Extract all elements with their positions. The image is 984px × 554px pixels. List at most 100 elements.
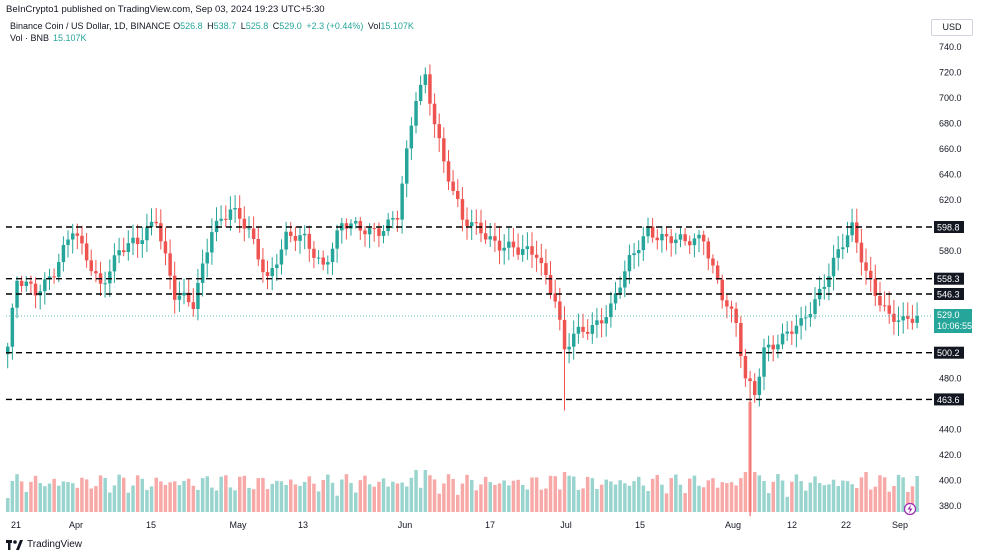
candle-body bbox=[47, 276, 52, 280]
volume-bar bbox=[465, 474, 469, 512]
level-label-bg bbox=[934, 272, 964, 285]
candle-body bbox=[381, 231, 386, 236]
candle-body bbox=[66, 239, 70, 245]
volume-bar bbox=[279, 481, 284, 512]
volume-bar bbox=[804, 490, 808, 512]
volume-bar bbox=[33, 475, 38, 512]
volume-bar bbox=[437, 493, 441, 512]
candle-body bbox=[553, 293, 557, 302]
level-label: 463.6 bbox=[937, 395, 960, 405]
volume-bar bbox=[609, 481, 613, 512]
volume-bar bbox=[743, 472, 748, 512]
candle-body bbox=[725, 300, 729, 307]
lightning-glyph bbox=[907, 504, 913, 514]
volume-bar bbox=[214, 490, 219, 512]
horizontal-levels: 598.8 558.3 546.3 500.2 463.6 529.010:06:55 bbox=[6, 221, 972, 406]
candle-body bbox=[650, 226, 655, 238]
candle-body bbox=[757, 376, 762, 395]
volume-bar bbox=[377, 481, 381, 512]
volume-bar bbox=[725, 483, 729, 512]
candle-body bbox=[678, 234, 683, 240]
price-tick-label: 620.0 bbox=[939, 195, 962, 205]
change-value: +2.3 (+0.44%) bbox=[306, 21, 364, 31]
volume-bar bbox=[567, 475, 571, 512]
volume-bar bbox=[414, 470, 418, 512]
volume-bar bbox=[674, 474, 678, 512]
volume-bar bbox=[117, 474, 121, 512]
volume-bar bbox=[349, 483, 353, 512]
candle-body bbox=[247, 228, 251, 230]
currency-button[interactable]: USD bbox=[931, 19, 973, 36]
candle-body bbox=[418, 84, 423, 101]
level-label: 558.3 bbox=[937, 274, 960, 284]
volume-bar bbox=[210, 487, 214, 512]
candle-body bbox=[734, 308, 738, 323]
volume-bar bbox=[558, 489, 562, 512]
candle-body bbox=[827, 276, 831, 287]
volume-bar bbox=[29, 481, 33, 512]
volume-bar bbox=[381, 478, 386, 512]
candle-body bbox=[400, 183, 404, 220]
candle-body bbox=[279, 249, 284, 265]
candle-body bbox=[804, 317, 808, 319]
volume-bar bbox=[247, 487, 251, 512]
candle-body bbox=[525, 246, 530, 249]
candle-body bbox=[618, 287, 622, 294]
candle-body bbox=[855, 222, 859, 243]
candle-body bbox=[6, 346, 10, 355]
candle-body bbox=[627, 255, 632, 272]
candle-body bbox=[655, 237, 659, 241]
candle-body bbox=[52, 276, 56, 278]
candle-body bbox=[715, 265, 720, 280]
volume-bar bbox=[289, 479, 293, 512]
volume-bar bbox=[497, 483, 502, 512]
candle-body bbox=[182, 292, 186, 296]
candle-body bbox=[906, 316, 910, 319]
volume-bar bbox=[112, 485, 117, 512]
candle-body bbox=[210, 232, 214, 253]
candle-body bbox=[521, 249, 525, 255]
volume-bar bbox=[456, 494, 460, 512]
low-value: 525.8 bbox=[245, 21, 269, 31]
candle-body bbox=[720, 279, 724, 301]
volume-bar bbox=[831, 479, 836, 512]
volume-bar bbox=[89, 488, 93, 512]
candle-body bbox=[122, 250, 126, 253]
candle-body bbox=[576, 326, 581, 334]
volume-bar bbox=[623, 483, 627, 512]
tradingview-logo-icon bbox=[6, 539, 23, 550]
volume-bar bbox=[80, 477, 84, 512]
volume-bar bbox=[576, 489, 581, 512]
candle-body bbox=[664, 234, 669, 237]
published-by-text: BeInCrypto1 published on TradingView.com… bbox=[6, 4, 325, 15]
volume-legend: Vol · BNB 15.107K bbox=[10, 33, 87, 43]
volume-bar bbox=[15, 474, 19, 512]
candle-body bbox=[94, 271, 98, 274]
tradingview-logo: TradingView bbox=[6, 539, 82, 550]
volume-bar bbox=[595, 489, 599, 512]
volume-bar bbox=[892, 486, 896, 512]
volume-bar bbox=[418, 487, 423, 512]
volume-bar bbox=[265, 489, 270, 512]
volume-bar bbox=[701, 487, 706, 512]
volume-bar bbox=[859, 477, 864, 512]
volume-bar bbox=[154, 477, 158, 512]
volume-bar bbox=[163, 485, 168, 512]
volume-bar bbox=[47, 483, 52, 512]
volume-bar bbox=[720, 482, 724, 512]
volume-bar bbox=[75, 487, 80, 512]
candle-body bbox=[511, 241, 516, 248]
volume-bar bbox=[646, 491, 650, 512]
volume-value: 15.107K bbox=[380, 21, 414, 31]
candle-body bbox=[177, 295, 182, 300]
volume-bar bbox=[562, 472, 567, 512]
candle-body bbox=[766, 344, 771, 348]
candle-body bbox=[224, 218, 228, 220]
candle-body bbox=[395, 218, 400, 220]
candle-body bbox=[126, 243, 131, 252]
candle-body bbox=[367, 228, 372, 235]
candle-body bbox=[307, 233, 312, 249]
price-tick-label: 480.0 bbox=[939, 374, 962, 384]
volume-bar bbox=[882, 477, 887, 512]
